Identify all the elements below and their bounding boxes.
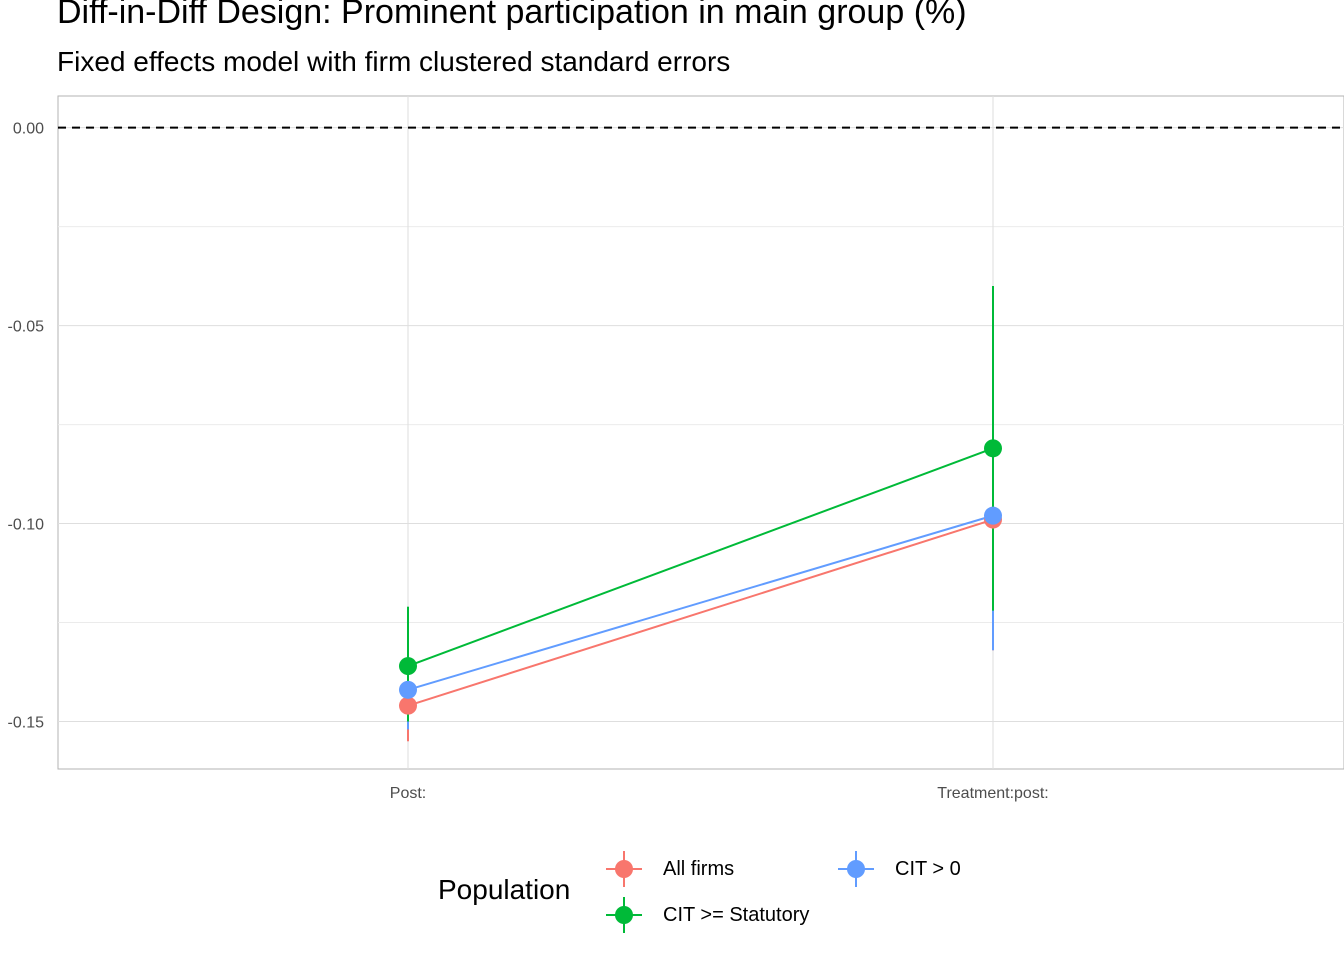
plot-panel bbox=[57, 95, 1344, 770]
plot-border bbox=[57, 95, 1344, 770]
axis-tick-labels: 0.00 -0.05 -0.10 -0.15 Post: Treatment:post: bbox=[8, 121, 1049, 802]
legend-key-point bbox=[615, 860, 633, 878]
legend-title: Population bbox=[438, 874, 571, 905]
chart-subtitle: Fixed effects model with firm clustered … bbox=[57, 46, 731, 77]
data-point bbox=[984, 506, 1002, 525]
y-tick-label: -0.10 bbox=[8, 517, 45, 534]
legend-keys bbox=[606, 851, 874, 933]
series-line bbox=[407, 514, 994, 691]
data-point bbox=[984, 439, 1002, 458]
x-tick-label: Treatment:post: bbox=[937, 785, 1048, 802]
data-point bbox=[399, 696, 417, 715]
y-tick-label: -0.15 bbox=[8, 714, 45, 731]
legend-label-cit-positive: CIT > 0 bbox=[895, 858, 961, 880]
legend-label-cit-statutory: CIT >= Statutory bbox=[663, 904, 810, 926]
legend-label-all-firms: All firms bbox=[663, 858, 735, 880]
y-tick-label: 0.00 bbox=[13, 121, 44, 138]
x-tick-label: Post: bbox=[390, 785, 426, 802]
data-point bbox=[399, 680, 417, 699]
data-points bbox=[399, 439, 1002, 715]
data-point bbox=[399, 657, 417, 676]
y-tick-label: -0.05 bbox=[8, 319, 45, 336]
series-line bbox=[407, 447, 994, 668]
chart-title: Diff-in-Diff Design: Prominent participa… bbox=[57, 0, 967, 31]
legend-key-point bbox=[847, 860, 865, 878]
series-lines bbox=[407, 447, 994, 707]
legend-key-point bbox=[615, 906, 633, 924]
series-line bbox=[407, 518, 994, 707]
